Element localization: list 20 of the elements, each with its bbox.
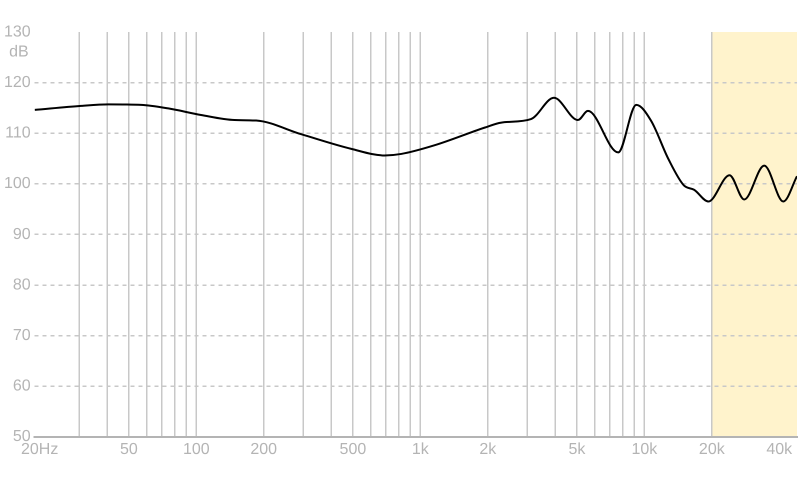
y-axis-title: dB — [9, 43, 29, 60]
y-tick-label: 80 — [12, 276, 31, 294]
x-tick-label: 100 — [182, 440, 210, 458]
y-tick-label: 110 — [5, 124, 31, 142]
x-tick-label: 200 — [250, 440, 278, 458]
x-tick-label: 50 — [120, 440, 138, 458]
x-tick-label: 20Hz — [21, 440, 58, 458]
x-tick-label: 5k — [568, 440, 586, 458]
x-tick-label: 500 — [340, 440, 366, 458]
x-tick-label: 10k — [631, 440, 658, 458]
y-tick-label: 60 — [12, 378, 31, 395]
x-tick-label: 2k — [479, 440, 498, 458]
y-tick-label: 130 — [4, 23, 31, 40]
x-tick-label: 40k — [766, 440, 794, 458]
y-tick-label: 120 — [4, 74, 31, 92]
y-tick-label: 70 — [12, 327, 31, 344]
x-tick-label: 1k — [412, 440, 430, 458]
y-tick-label: 90 — [12, 226, 31, 243]
y-tick-label: 100 — [4, 175, 31, 192]
x-tick-label: 20k — [698, 440, 726, 458]
